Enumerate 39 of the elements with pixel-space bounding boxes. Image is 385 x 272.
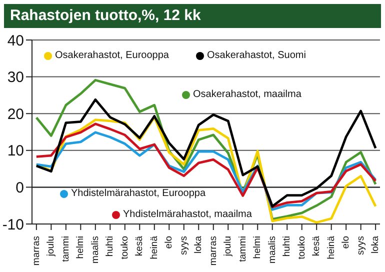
- x-tick-label: kesä: [134, 235, 146, 256]
- x-tick-label: joulu: [46, 236, 57, 258]
- y-tick-label: 30: [7, 69, 24, 86]
- line-series: [35, 78, 377, 220]
- x-tick-label: heinä: [326, 235, 337, 260]
- legend-label: Yhdistelmärahastot, Eurooppa: [70, 188, 206, 199]
- x-tick-label: maalis: [90, 236, 101, 264]
- x-tick-label: marras: [208, 236, 219, 266]
- x-tick-label: helmi: [252, 236, 264, 259]
- x-tick-label: maalis: [266, 236, 278, 264]
- x-tick-label: joulu: [222, 236, 234, 258]
- x-tick-label: kesä: [311, 235, 322, 256]
- x-tick-label: tammi: [237, 236, 248, 262]
- y-tick-label: 10: [7, 142, 24, 160]
- x-tick-label: touko: [119, 236, 130, 260]
- chart-title: Rahastojen tuotto,%, 12 kk: [4, 4, 381, 28]
- x-tick-label: elo: [340, 236, 352, 249]
- line-series: [35, 98, 377, 208]
- x-tick-label: huhti: [282, 236, 293, 257]
- y-tick-label: 40: [7, 32, 24, 50]
- x-tick-label: loka: [370, 235, 382, 254]
- x-tick-label: loka: [193, 235, 204, 254]
- x-tick-label: syys: [178, 236, 190, 255]
- y-tick-label: 20: [7, 106, 24, 123]
- x-tick-label: huhti: [104, 236, 116, 257]
- x-tick-label: tammi: [60, 236, 72, 262]
- y-tick-label: 0: [16, 180, 24, 197]
- legend-label: Osakerahastot, maailma: [192, 89, 302, 100]
- x-tick-label: syys: [355, 236, 366, 255]
- legend-label: Osakerahastot, Eurooppa: [54, 50, 169, 61]
- legend-label: Osakerahastot, Suomi: [206, 50, 306, 61]
- legend-label: Yhdistelmärahastot, maailma: [122, 209, 252, 220]
- x-tick-label: marras: [30, 236, 42, 266]
- x-tick-label: heinä: [148, 235, 160, 260]
- y-tick-label: -10: [2, 216, 24, 234]
- x-tick-label: touko: [296, 236, 308, 260]
- line-series: [35, 116, 377, 224]
- x-tick-label: elo: [164, 236, 175, 249]
- x-tick-label: helmi: [75, 236, 86, 259]
